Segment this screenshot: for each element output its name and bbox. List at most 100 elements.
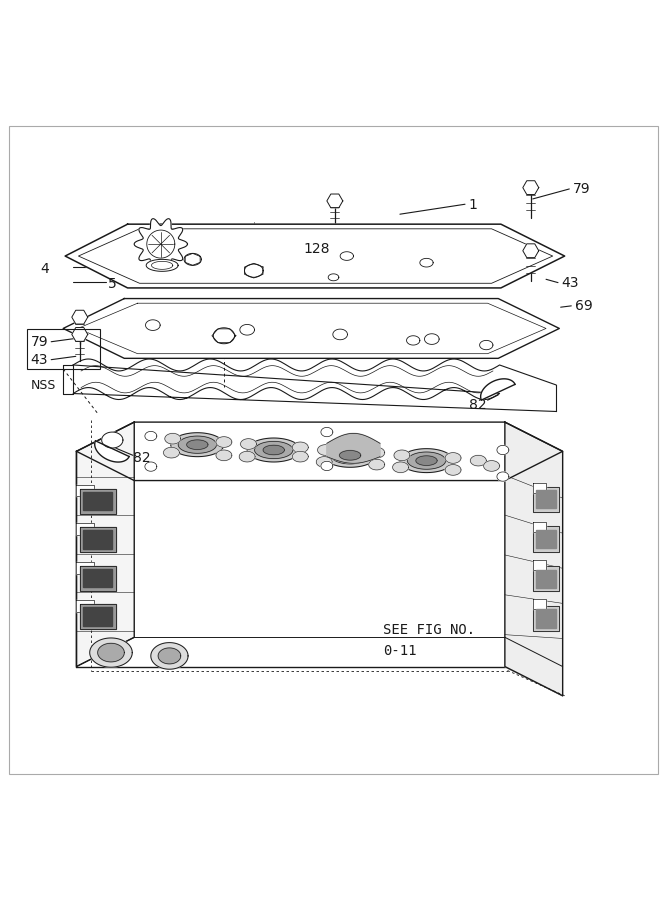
Polygon shape: [416, 455, 437, 465]
Polygon shape: [245, 264, 263, 277]
Polygon shape: [151, 261, 173, 269]
Polygon shape: [327, 434, 380, 464]
Polygon shape: [171, 433, 224, 456]
Polygon shape: [80, 604, 115, 629]
Polygon shape: [101, 432, 123, 448]
Text: NSS: NSS: [31, 379, 56, 392]
Polygon shape: [77, 484, 94, 497]
Polygon shape: [72, 328, 88, 341]
Polygon shape: [216, 450, 232, 461]
Polygon shape: [536, 530, 556, 548]
Polygon shape: [480, 340, 493, 350]
Polygon shape: [393, 462, 409, 472]
Polygon shape: [533, 566, 560, 591]
Polygon shape: [213, 328, 235, 344]
Polygon shape: [158, 648, 181, 664]
Text: 79: 79: [573, 182, 590, 196]
Polygon shape: [80, 489, 115, 514]
Text: 82: 82: [133, 451, 151, 465]
Polygon shape: [533, 598, 546, 608]
Polygon shape: [536, 609, 556, 628]
Polygon shape: [145, 462, 157, 472]
Polygon shape: [328, 274, 339, 281]
Polygon shape: [73, 359, 556, 411]
Polygon shape: [90, 638, 132, 667]
Polygon shape: [77, 422, 134, 667]
Polygon shape: [484, 461, 500, 472]
Polygon shape: [408, 452, 446, 469]
Polygon shape: [523, 181, 539, 194]
Polygon shape: [292, 442, 308, 453]
Text: 43: 43: [562, 275, 579, 290]
Polygon shape: [369, 447, 385, 458]
Polygon shape: [80, 527, 115, 553]
Polygon shape: [134, 219, 187, 269]
Polygon shape: [470, 455, 486, 466]
Polygon shape: [321, 462, 333, 471]
Polygon shape: [445, 464, 461, 475]
Polygon shape: [340, 451, 361, 460]
Polygon shape: [369, 459, 385, 470]
Text: 4: 4: [40, 262, 49, 275]
Text: 1: 1: [468, 198, 477, 212]
Polygon shape: [327, 194, 343, 208]
Polygon shape: [533, 526, 560, 552]
Text: 82: 82: [469, 398, 487, 412]
Polygon shape: [239, 451, 255, 462]
Polygon shape: [523, 244, 539, 257]
Polygon shape: [240, 325, 254, 335]
Polygon shape: [420, 258, 433, 267]
Text: 69: 69: [574, 299, 592, 313]
Polygon shape: [95, 441, 129, 462]
Polygon shape: [407, 336, 420, 345]
Polygon shape: [445, 453, 461, 464]
Polygon shape: [146, 259, 178, 271]
Polygon shape: [247, 438, 300, 462]
Polygon shape: [505, 422, 563, 696]
Text: 5: 5: [107, 277, 117, 291]
Polygon shape: [481, 379, 515, 400]
Polygon shape: [533, 561, 546, 571]
Polygon shape: [536, 490, 556, 508]
Polygon shape: [216, 436, 232, 447]
Polygon shape: [400, 449, 453, 473]
Polygon shape: [533, 522, 546, 532]
Polygon shape: [165, 434, 181, 444]
Polygon shape: [65, 224, 565, 288]
Polygon shape: [497, 472, 509, 482]
Text: 79: 79: [31, 335, 48, 348]
Polygon shape: [323, 444, 377, 467]
Polygon shape: [255, 441, 293, 459]
Polygon shape: [145, 431, 157, 441]
Polygon shape: [316, 456, 332, 467]
Text: 43: 43: [31, 353, 48, 366]
Polygon shape: [77, 422, 563, 481]
Polygon shape: [533, 487, 560, 512]
Polygon shape: [533, 606, 560, 631]
Text: 128: 128: [303, 242, 330, 256]
Polygon shape: [533, 483, 546, 493]
Polygon shape: [333, 329, 348, 339]
Polygon shape: [83, 608, 112, 626]
Polygon shape: [83, 530, 112, 549]
Bar: [27, 329, 99, 369]
Polygon shape: [340, 252, 354, 260]
Text: SEE FIG NO.
0-11: SEE FIG NO. 0-11: [384, 624, 476, 658]
Polygon shape: [83, 569, 112, 588]
Polygon shape: [72, 310, 88, 324]
Polygon shape: [145, 320, 160, 330]
Polygon shape: [178, 436, 217, 454]
Polygon shape: [536, 570, 556, 589]
Polygon shape: [83, 491, 112, 510]
Polygon shape: [263, 446, 284, 454]
Polygon shape: [80, 565, 115, 590]
Polygon shape: [292, 451, 308, 462]
Polygon shape: [151, 643, 188, 670]
Polygon shape: [187, 440, 208, 449]
Polygon shape: [317, 445, 334, 455]
Polygon shape: [97, 644, 124, 662]
Polygon shape: [497, 446, 509, 454]
Polygon shape: [147, 230, 175, 258]
Polygon shape: [331, 446, 370, 464]
Polygon shape: [321, 428, 333, 436]
